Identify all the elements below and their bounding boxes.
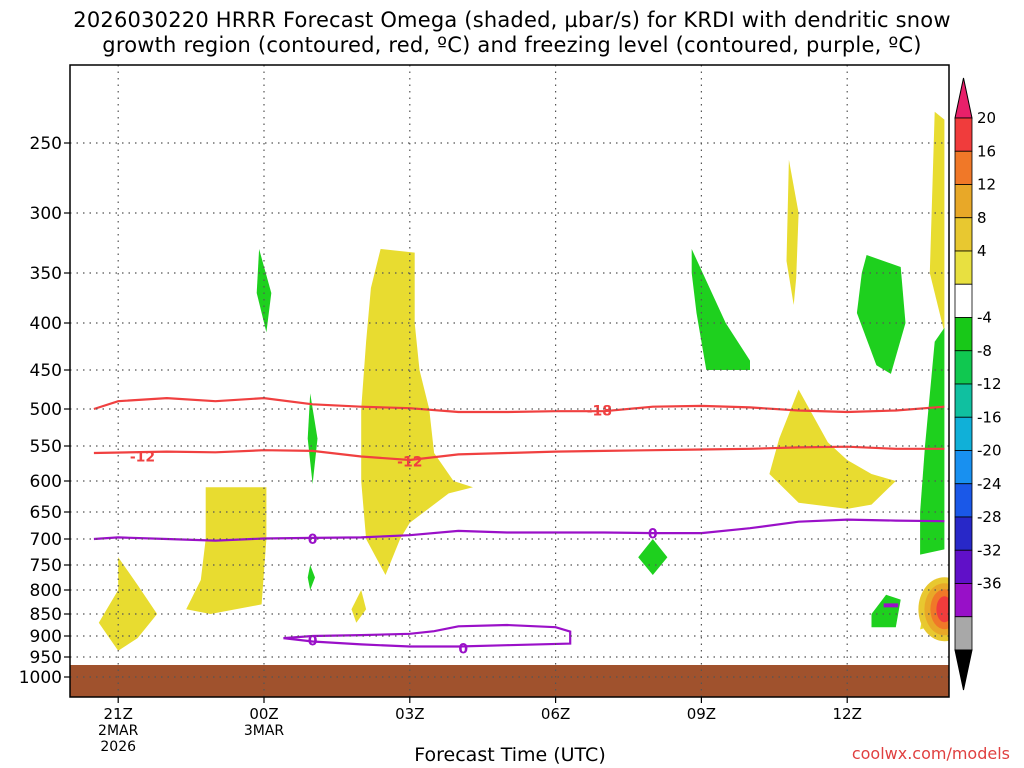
downward-omega-region [920, 327, 945, 555]
ground-layer [70, 665, 949, 697]
y-tick-label: 1000 [19, 668, 62, 688]
colorbar-label: 12 [977, 176, 996, 194]
freezing-level-contour-line [283, 623, 572, 648]
y-tick-label: 650 [30, 503, 62, 523]
colorbar-segment [954, 516, 973, 551]
downward-omega-region [871, 594, 901, 628]
colorbar-segment [954, 150, 973, 185]
chart-title-line-2: growth region (contoured, red, ºC) and f… [102, 33, 922, 57]
freezing-level-contour-label: 0 [648, 527, 658, 543]
upward-omega-region [361, 249, 473, 575]
credit-text: coolwx.com/models [851, 744, 1010, 763]
y-tick-label: 500 [30, 400, 62, 420]
y-tick-label: 300 [30, 204, 62, 224]
colorbar-segment [954, 616, 973, 651]
colorbar-segment [954, 549, 973, 584]
downward-omega-region [691, 249, 750, 370]
plot-frame [69, 64, 950, 698]
colorbar-segment [954, 416, 973, 451]
colorbar-label: 16 [977, 142, 996, 160]
x-tick-label: 03Z [395, 705, 424, 723]
downward-omega-region [307, 565, 315, 590]
colorbar-bottom-arrow [954, 649, 973, 691]
upward-omega-region [769, 389, 896, 509]
y-tick-label: 450 [30, 361, 62, 381]
y-tick-label: 900 [30, 627, 62, 647]
colorbar-label: -36 [977, 575, 1002, 593]
x-tick-label: 00Z [249, 705, 278, 723]
chart-title-line-1: 2026030220 HRRR Forecast Omega (shaded, … [73, 8, 951, 32]
freezing-level-contour-label: 0 [308, 634, 318, 650]
downward-omega-region [638, 539, 668, 575]
colorbar-label: -32 [977, 541, 1002, 559]
colorbar-label: -20 [977, 442, 1002, 460]
colorbar-segment [954, 450, 973, 485]
dgz-contour-label: -12 [130, 450, 155, 466]
x-axis-title: Forecast Time (UTC) [414, 744, 606, 766]
colorbar-label: -16 [977, 408, 1002, 426]
colorbar-label: -12 [977, 375, 1002, 393]
downward-omega-region [856, 255, 906, 374]
upward-omega-region [98, 557, 158, 651]
colorbar-label: 20 [977, 109, 996, 127]
colorbar-label: -24 [977, 475, 1002, 493]
colorbar-segment [954, 117, 973, 152]
downward-omega-region [307, 393, 318, 485]
colorbar-label: -4 [977, 309, 992, 327]
x-tick-label: 2026 [100, 739, 136, 755]
colorbar-label: -28 [977, 508, 1002, 526]
freezing-level-contour-line [93, 518, 945, 542]
dgz-contour-line [93, 445, 945, 462]
upward-omega-region [351, 590, 367, 623]
freezing-level-contour-label: 0 [308, 532, 318, 548]
colorbar-segment [954, 383, 973, 418]
x-tick-label: 12Z [833, 705, 862, 723]
x-tick-label: 09Z [687, 705, 716, 723]
freezing-level-contour-label: 0 [458, 642, 468, 658]
colorbar-top-arrow [954, 77, 973, 119]
colorbar-segment [954, 350, 973, 385]
colorbar-label: -8 [977, 342, 992, 360]
dgz-contour-label: -18 [587, 403, 612, 419]
x-tick-label: 21Z [104, 705, 133, 723]
downward-omega-region [256, 249, 272, 333]
upward-omega-region [186, 487, 267, 614]
colorbar-segment [954, 583, 973, 618]
colorbar-segment [954, 217, 973, 252]
y-tick-label: 600 [30, 472, 62, 492]
y-tick-label: 700 [30, 530, 62, 550]
x-tick-label: 3MAR [244, 723, 285, 739]
y-tick-label: 800 [30, 581, 62, 601]
upward-omega-region [929, 111, 945, 333]
colorbar-segment [954, 317, 973, 352]
colorbar-segment [954, 184, 973, 219]
y-tick-label: 400 [30, 314, 62, 334]
y-tick-label: 950 [30, 648, 62, 668]
colorbar-label: 8 [977, 209, 987, 227]
colorbar-segment [954, 483, 973, 518]
y-tick-label: 550 [30, 437, 62, 457]
y-tick-label: 850 [30, 605, 62, 625]
x-tick-label: 06Z [541, 705, 570, 723]
x-tick-label: 2MAR [98, 723, 139, 739]
y-tick-label: 750 [30, 556, 62, 576]
dgz-contour-line [93, 396, 945, 414]
colorbar-segment [954, 283, 973, 318]
colorbar-label: 4 [977, 242, 987, 260]
y-tick-label: 250 [30, 134, 62, 154]
y-tick-label: 350 [30, 264, 62, 284]
strong-upward-cell [936, 596, 949, 623]
upward-omega-region [786, 159, 799, 305]
colorbar-segment [954, 250, 973, 285]
